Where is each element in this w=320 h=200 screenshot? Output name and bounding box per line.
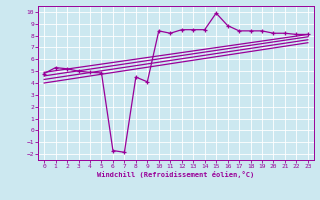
X-axis label: Windchill (Refroidissement éolien,°C): Windchill (Refroidissement éolien,°C) xyxy=(97,171,255,178)
